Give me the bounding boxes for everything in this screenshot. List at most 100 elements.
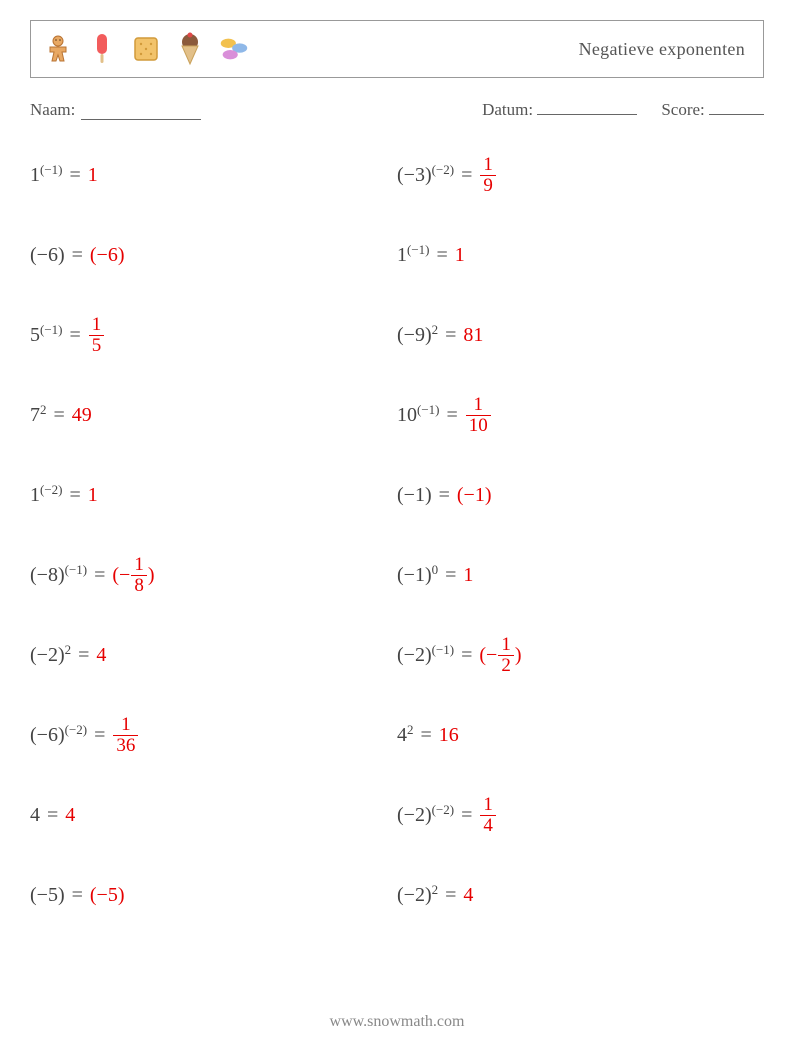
page-title: Negatieve exponenten xyxy=(579,39,745,60)
equals-sign: = xyxy=(94,724,105,747)
problem-row: 1(−1)=1 xyxy=(397,234,764,276)
answer-fraction: 136 xyxy=(113,715,138,756)
problem-base: (−1)0 xyxy=(397,564,438,587)
answer-text: 4 xyxy=(463,884,473,907)
date-label: Datum: xyxy=(482,100,533,119)
problem-row: 1(−2)=1 xyxy=(30,474,397,516)
problem-base: (−6)(−2) xyxy=(30,724,87,747)
answer-fraction: 14 xyxy=(480,795,496,836)
answer-text: 1 xyxy=(455,244,465,267)
problem-base: (−2)2 xyxy=(397,884,438,907)
problems-right-col: (−3)(−2)=191(−1)=1(−9)2=8110(−1)=110(−1)… xyxy=(397,154,764,916)
answer-fraction: 19 xyxy=(480,155,496,196)
problem-row: 4=4 xyxy=(30,794,397,836)
problem-base: 72 xyxy=(30,404,47,427)
problem-row: 5(−1) = 15 xyxy=(30,314,397,356)
problem-base: (−9)2 xyxy=(397,324,438,347)
equals-sign: = xyxy=(70,484,81,507)
problems-left-col: 1(−1) = 1 (−6) = (−6) 5(−1) = 15 72 = 49 1 (−2) = 1 (−8)… xyxy=(30,154,397,916)
problem-base: (−1) xyxy=(397,484,432,507)
problem-row: 1(−1) = 1 xyxy=(30,154,397,196)
problem-exponent: (−1) xyxy=(40,322,63,338)
problem-base: (−6) xyxy=(30,244,65,267)
problem-exponent: 2 xyxy=(432,322,439,338)
gingerbread-icon xyxy=(41,32,75,66)
problem-exponent: 2 xyxy=(40,402,47,418)
problem-base: (−5) xyxy=(30,884,65,907)
equals-sign: = xyxy=(445,564,456,587)
problem-exponent: 2 xyxy=(65,642,72,658)
equals-sign: = xyxy=(54,404,65,427)
answer-text: 1 xyxy=(88,164,98,187)
answer-fraction: 15 xyxy=(89,315,105,356)
problem-base: 42 xyxy=(397,724,414,747)
problems-grid: 1(−1)=1(−6)=(−6)5(−1)=1572=491(−2)=1(−8)… xyxy=(30,154,764,916)
problem-exponent: 0 xyxy=(432,562,439,578)
answer-text: (−6) xyxy=(90,244,125,267)
problem-row: (−3)(−2) = 19 xyxy=(397,154,764,196)
date-blank[interactable] xyxy=(537,114,637,115)
cracker-icon xyxy=(129,32,163,66)
answer-text: 49 xyxy=(72,404,92,427)
problem-row: (−2)(−2) = 14 xyxy=(397,794,764,836)
problem-row: (−6)(−2) = 136 xyxy=(30,714,397,756)
problem-base: (−3)(−2) xyxy=(397,164,454,187)
problem-row: (−8)(−1)=(−18) xyxy=(30,554,397,596)
problem-row: (−2)2=4 xyxy=(30,634,397,676)
equals-sign: = xyxy=(461,804,472,827)
equals-sign: = xyxy=(461,164,472,187)
equals-sign: = xyxy=(72,244,83,267)
answer-text: (−5) xyxy=(90,884,125,907)
score-blank[interactable] xyxy=(709,114,764,115)
answer-neg-fraction: (−18) xyxy=(112,555,154,596)
header-box: Negatieve exponenten xyxy=(30,20,764,78)
answer-text: 81 xyxy=(463,324,483,347)
problem-base: 10(−1) xyxy=(397,404,440,427)
problem-row: (−2)(−1)=(−12) xyxy=(397,634,764,676)
problem-exponent: (−2) xyxy=(40,482,63,498)
problem-base: 1(−1) xyxy=(397,244,430,267)
problem-base: 5(−1) xyxy=(30,324,63,347)
problem-exponent: (−2) xyxy=(432,802,455,818)
problem-exponent: (−1) xyxy=(65,562,88,578)
icecream-icon xyxy=(173,32,207,66)
problem-exponent: (−1) xyxy=(417,402,440,418)
problem-row: 72 = 49 xyxy=(30,394,397,436)
problem-row: (−6) = (−6) xyxy=(30,234,397,276)
answer-text: 1 xyxy=(88,484,98,507)
problem-base: 4 xyxy=(30,804,40,827)
equals-sign: = xyxy=(447,404,458,427)
equals-sign: = xyxy=(421,724,432,747)
problem-row: (−1)=(−1) xyxy=(397,474,764,516)
equals-sign: = xyxy=(445,324,456,347)
name-label: Naam: xyxy=(30,100,75,120)
problem-exponent: (−2) xyxy=(432,162,455,178)
equals-sign: = xyxy=(70,324,81,347)
problem-row: 10(−1)=110 xyxy=(397,394,764,436)
equals-sign: = xyxy=(445,884,456,907)
problem-row: (−2)2 = 4 xyxy=(397,874,764,916)
problem-base: (−8)(−1) xyxy=(30,564,87,587)
answer-text: 16 xyxy=(439,724,459,747)
answer-text: 1 xyxy=(463,564,473,587)
meta-row: Naam: Datum: Score: xyxy=(30,100,764,120)
problem-exponent: 2 xyxy=(407,722,414,738)
problem-exponent: 2 xyxy=(432,882,439,898)
answer-text: 4 xyxy=(96,644,106,667)
answer-text: 4 xyxy=(65,804,75,827)
problem-base: (−2)(−2) xyxy=(397,804,454,827)
name-blank[interactable] xyxy=(81,100,201,120)
problem-base: 1(−1) xyxy=(30,164,63,187)
header-icons xyxy=(41,32,251,66)
score-label: Score: xyxy=(661,100,704,119)
answer-text: (−1) xyxy=(457,484,492,507)
problem-row: (−1)0 = 1 xyxy=(397,554,764,596)
equals-sign: = xyxy=(78,644,89,667)
footer-url: www.snowmath.com xyxy=(0,1013,794,1031)
problem-exponent: (−2) xyxy=(65,722,88,738)
macarons-icon xyxy=(217,32,251,66)
popsicle-icon xyxy=(85,32,119,66)
equals-sign: = xyxy=(461,644,472,667)
equals-sign: = xyxy=(70,164,81,187)
problem-row: 42 = 16 xyxy=(397,714,764,756)
